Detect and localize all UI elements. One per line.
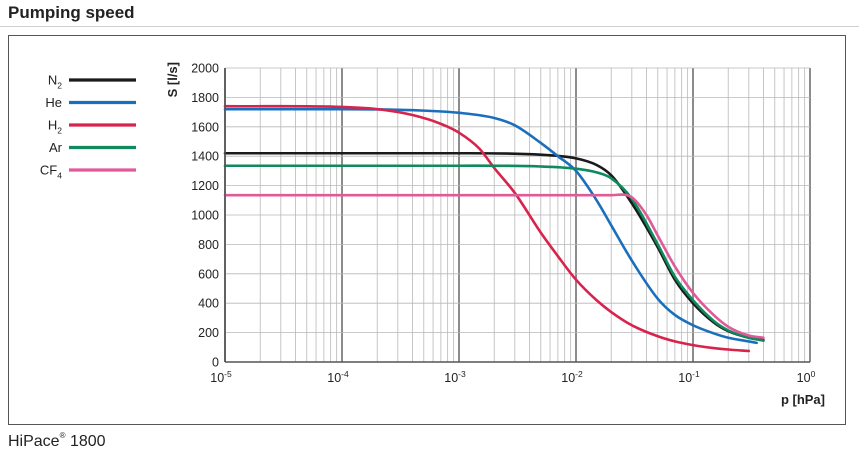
title-divider	[0, 26, 859, 27]
legend: N2 He H2 Ar CF4	[40, 73, 136, 181]
footer-model: HiPace	[8, 433, 60, 450]
y-tick-label: 800	[198, 238, 219, 252]
legend-label-he: He	[45, 95, 62, 110]
footer-registered-mark: ®	[59, 431, 66, 440]
series-line-h2	[223, 104, 751, 353]
y-tick-label: 1200	[191, 179, 219, 193]
axes: 0 200 400 600 800 1000 1200 1400 1600 1800 2000 10-…	[165, 62, 825, 408]
x-tick-label: 10-2	[561, 369, 583, 385]
footer-caption: HiPace® 1800	[8, 431, 106, 451]
x-tick-label: 10-3	[444, 369, 466, 385]
legend-label-ar: Ar	[49, 140, 63, 155]
y-tick-label: 1800	[191, 91, 219, 105]
y-axis-title: S [l/s]	[165, 62, 180, 97]
y-tick-label: 1400	[191, 150, 219, 164]
y-tick-label: 600	[198, 267, 219, 281]
legend-label-cf4: CF4	[40, 163, 62, 181]
x-tick-label: 10-1	[678, 369, 700, 385]
x-tick-label: 10-4	[327, 369, 349, 385]
y-tick-label: 1000	[191, 209, 219, 223]
series-line-cf4	[223, 193, 765, 340]
y-tick-label: 1600	[191, 120, 219, 134]
legend-label-h2: H2	[48, 118, 62, 136]
page-title: Pumping speed	[8, 3, 135, 22]
y-tick-label: 2000	[191, 62, 219, 76]
y-tick-label: 200	[198, 326, 219, 340]
y-tick-label: 400	[198, 297, 219, 311]
chart-frame	[8, 35, 846, 425]
legend-label-n2: N2	[48, 73, 62, 91]
x-tick-label: 100	[797, 369, 816, 385]
x-axis-title: p [hPa]	[781, 392, 825, 407]
x-tick-label: 10-5	[210, 369, 232, 385]
series-lines	[223, 104, 765, 353]
grid	[224, 67, 811, 363]
footer-model-number: 1800	[69, 433, 106, 450]
y-tick-label: 0	[212, 356, 219, 370]
